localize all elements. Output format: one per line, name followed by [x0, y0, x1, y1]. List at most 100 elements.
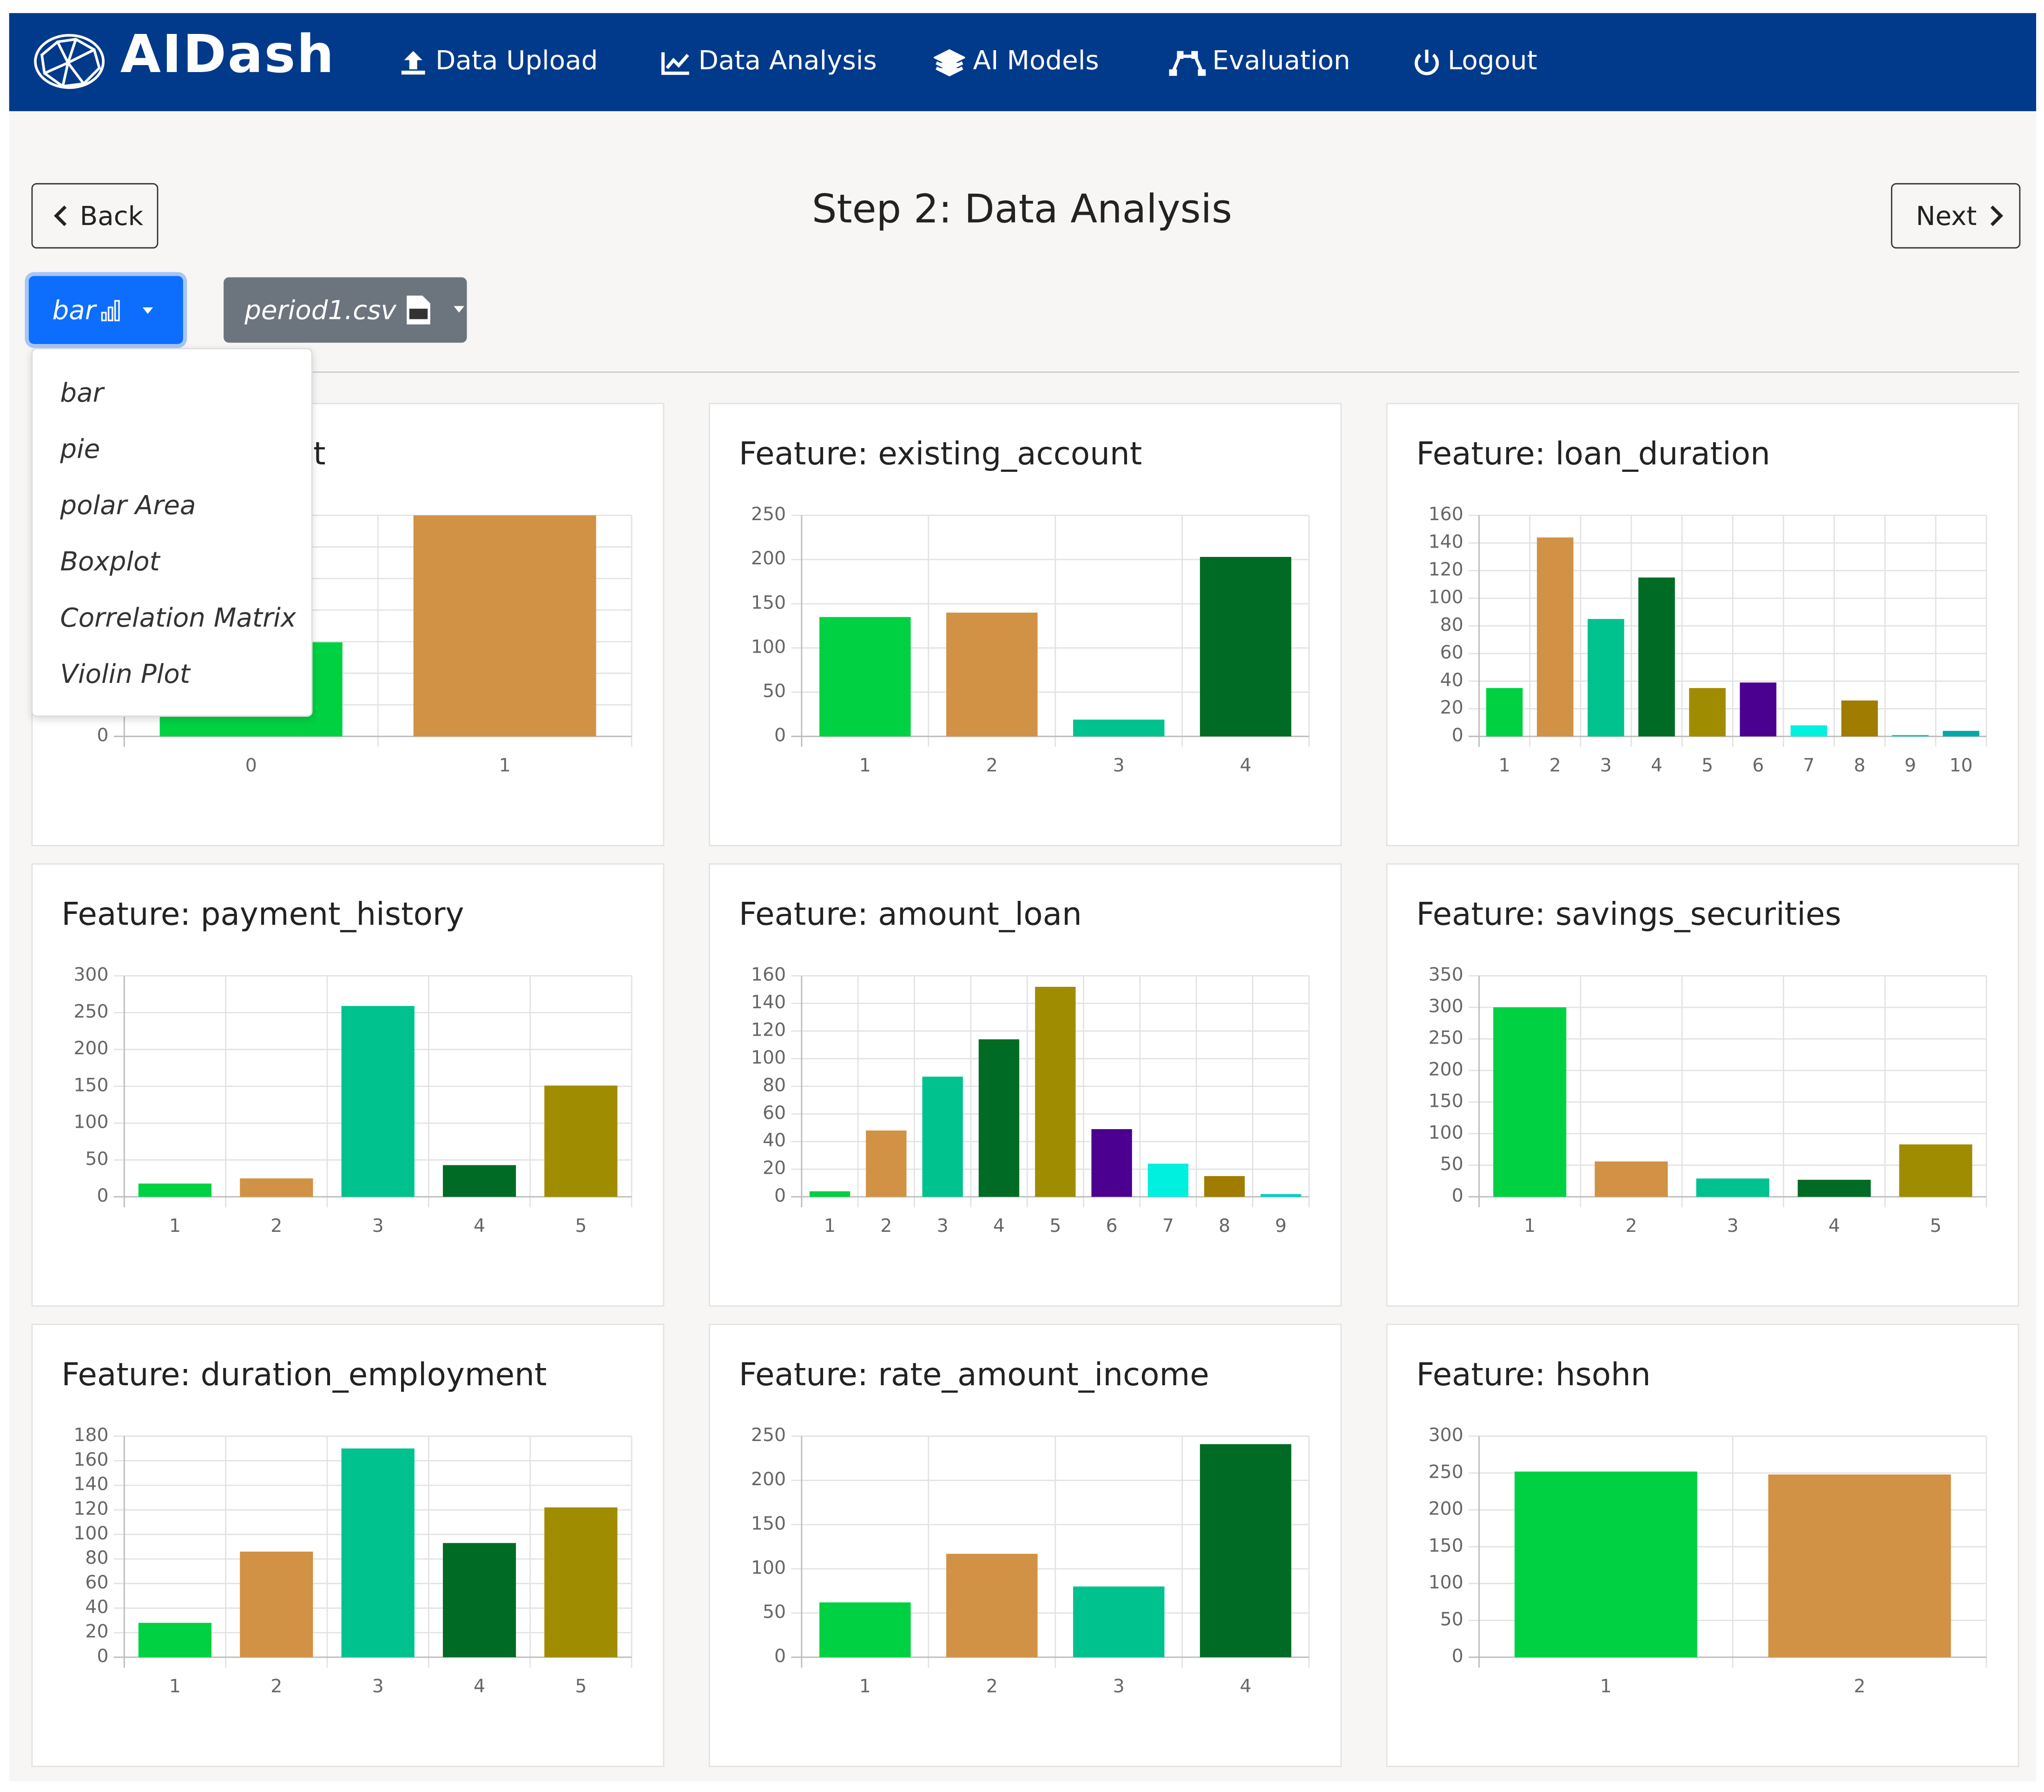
nav-item[interactable]: Evaluation	[1212, 44, 1351, 76]
chart: 0 50 100 150 200 250 1 2 3 4	[751, 1424, 1310, 1697]
bar	[1035, 986, 1076, 1197]
x-tick-label: 7	[1803, 754, 1815, 776]
x-tick-label: 3	[1727, 1215, 1739, 1237]
y-tick-label: 50	[763, 681, 786, 702]
x-tick-label: 1	[169, 1675, 181, 1697]
x-tick-label: 1	[1524, 1215, 1536, 1237]
nav-item[interactable]: Data Analysis	[698, 44, 877, 76]
layers-icon	[934, 49, 965, 77]
next-button[interactable]: Next	[1891, 183, 2021, 249]
bar	[544, 1085, 618, 1197]
bar	[442, 1165, 516, 1197]
y-tick-label: 250	[73, 1001, 108, 1022]
bar	[1892, 735, 1929, 737]
y-tick-label: 160	[751, 964, 786, 985]
x-tick-label: 2	[270, 1215, 282, 1237]
x-tick-label: 7	[1162, 1215, 1174, 1237]
bar	[341, 1448, 415, 1658]
x-tick-label: 2	[1854, 1675, 1866, 1697]
dropdown-item[interactable]: Violin Plot	[60, 658, 190, 689]
chart-card: Feature: loan_duration 0 20 40 60 80 100 120 140…	[1386, 403, 2019, 846]
file-label: period1.csv	[244, 294, 396, 326]
dropdown-item[interactable]: polar Area	[60, 489, 196, 521]
bar	[1899, 1144, 1972, 1197]
nav-item[interactable]: Data Upload	[435, 44, 598, 76]
x-tick-label: 5	[1701, 754, 1713, 776]
y-tick-label: 160	[73, 1449, 108, 1470]
evaluation-icon	[1169, 51, 1206, 76]
y-tick-label: 160	[1428, 503, 1463, 525]
x-tick-label: 3	[372, 1215, 384, 1237]
y-tick-label: 80	[85, 1547, 108, 1568]
x-tick-label: 3	[1600, 754, 1612, 776]
nav-item[interactable]: Logout	[1447, 44, 1537, 76]
csv-icon	[407, 295, 465, 324]
y-tick-label: 300	[1428, 1424, 1463, 1446]
x-tick-label: 2	[1549, 754, 1561, 776]
bar	[1204, 1176, 1245, 1197]
bar	[1943, 731, 1979, 737]
navbar	[9, 13, 2037, 112]
x-tick-label: 2	[1625, 1215, 1637, 1237]
bar	[240, 1178, 313, 1197]
y-tick-label: 200	[751, 1468, 786, 1490]
y-tick-label: 60	[763, 1102, 786, 1124]
y-tick-label: 350	[1428, 964, 1463, 985]
x-tick-label: 4	[1828, 1215, 1840, 1237]
y-tick-label: 120	[751, 1019, 786, 1040]
y-tick-label: 50	[763, 1601, 786, 1622]
upload-icon	[401, 51, 425, 75]
bar	[1200, 1444, 1292, 1658]
bar	[1689, 688, 1726, 737]
bar	[1200, 557, 1292, 737]
bar	[1588, 619, 1624, 737]
chart-title: Feature: amount_loan	[738, 896, 1082, 933]
bar	[1147, 1164, 1189, 1197]
chart-icon	[661, 52, 689, 75]
y-tick-label: 0	[1452, 1646, 1464, 1667]
bar	[819, 1602, 911, 1658]
y-tick-label: 100	[751, 1557, 786, 1578]
y-tick-label: 140	[751, 992, 786, 1013]
y-tick-label: 300	[1428, 996, 1463, 1017]
chart: 0 50 100 150 200 250 300 350 1 2 3 4 5	[1428, 964, 1987, 1237]
bar	[1514, 1471, 1697, 1658]
dropdown-item[interactable]: Boxplot	[60, 545, 160, 577]
chart: 0 20 40 60 80 100 120 140 160 1 2 3 4 5 6 7 8 9	[751, 964, 1310, 1237]
brand[interactable]: AIDash	[120, 25, 336, 85]
y-tick-label: 0	[774, 725, 786, 746]
chart-title: Feature: loan_duration	[1416, 435, 1770, 472]
y-tick-label: 0	[97, 725, 108, 746]
chart-card: Feature: hsohn 0 50 100 150 200 250 300 1 2	[1386, 1323, 2019, 1767]
dropdown-item[interactable]: bar	[60, 377, 104, 408]
nav-item[interactable]: AI Models	[973, 44, 1099, 76]
x-tick-label: 3	[372, 1675, 384, 1697]
bar	[1841, 700, 1878, 737]
chart-type-dropdown[interactable]: bar	[28, 276, 183, 344]
x-tick-label: 2	[986, 754, 998, 776]
y-tick-label: 20	[1440, 697, 1464, 718]
y-tick-label: 120	[73, 1498, 108, 1520]
y-tick-label: 100	[73, 1522, 108, 1544]
page-title: Step 2: Data Analysis	[811, 187, 1233, 233]
dropdown-item[interactable]: pie	[60, 433, 100, 464]
bar	[946, 1554, 1038, 1658]
file-dropdown[interactable]: period1.csv	[224, 277, 467, 343]
chart-card: Feature: amount_loan 0 20 40 60 80 100 120 140 16…	[709, 863, 1342, 1307]
y-tick-label: 50	[1440, 1153, 1464, 1175]
y-tick-label: 250	[751, 1424, 786, 1446]
y-tick-label: 0	[1452, 1185, 1464, 1206]
power-icon	[1414, 49, 1439, 75]
y-tick-label: 140	[73, 1474, 108, 1495]
chart: 0 50 100 150 200 250 300 1 2	[1428, 1424, 1987, 1697]
bar	[946, 612, 1038, 737]
x-tick-label: 6	[1106, 1215, 1118, 1237]
back-button[interactable]: Back	[31, 183, 158, 249]
chart-card: Feature: payment_history 0 50 100 150 200 250 3…	[31, 863, 665, 1307]
dropdown-item[interactable]: Correlation Matrix	[60, 602, 297, 633]
x-tick-label: 4	[1240, 1675, 1252, 1697]
x-tick-label: 0	[245, 754, 257, 776]
x-tick-label: 2	[880, 1215, 892, 1237]
x-tick-label: 1	[169, 1215, 181, 1237]
chart-card: Feature: rate_amount_income 0 50 100 150 200 2…	[709, 1323, 1342, 1767]
